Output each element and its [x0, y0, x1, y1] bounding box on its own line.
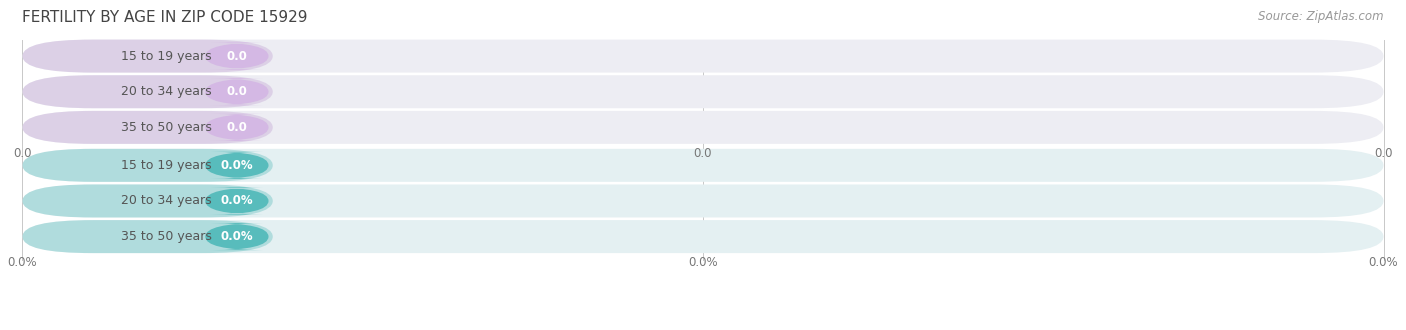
FancyBboxPatch shape: [22, 75, 1384, 108]
Text: 0.0: 0.0: [226, 50, 247, 63]
Text: 35 to 50 years: 35 to 50 years: [121, 121, 212, 134]
Text: 0.0%: 0.0%: [7, 256, 38, 269]
FancyBboxPatch shape: [22, 40, 1384, 73]
Text: 0.0%: 0.0%: [1368, 256, 1399, 269]
FancyBboxPatch shape: [22, 149, 1384, 182]
Text: 0.0: 0.0: [693, 147, 713, 160]
Text: 15 to 19 years: 15 to 19 years: [121, 50, 211, 63]
FancyBboxPatch shape: [22, 220, 273, 253]
FancyBboxPatch shape: [205, 152, 269, 179]
Text: 0.0%: 0.0%: [221, 159, 253, 172]
Text: Source: ZipAtlas.com: Source: ZipAtlas.com: [1258, 10, 1384, 23]
FancyBboxPatch shape: [22, 111, 273, 144]
Text: 0.0: 0.0: [13, 147, 32, 160]
Text: 20 to 34 years: 20 to 34 years: [121, 85, 211, 98]
FancyBboxPatch shape: [205, 43, 269, 70]
FancyBboxPatch shape: [205, 78, 269, 105]
Text: 0.0: 0.0: [226, 85, 247, 98]
Text: 0.0%: 0.0%: [688, 256, 718, 269]
Text: FERTILITY BY AGE IN ZIP CODE 15929: FERTILITY BY AGE IN ZIP CODE 15929: [22, 10, 308, 25]
Text: 0.0: 0.0: [1374, 147, 1393, 160]
FancyBboxPatch shape: [205, 223, 269, 250]
FancyBboxPatch shape: [22, 220, 1384, 253]
FancyBboxPatch shape: [22, 184, 273, 217]
FancyBboxPatch shape: [22, 40, 273, 73]
FancyBboxPatch shape: [22, 149, 273, 182]
Text: 0.0%: 0.0%: [221, 230, 253, 243]
Text: 35 to 50 years: 35 to 50 years: [121, 230, 212, 243]
FancyBboxPatch shape: [205, 114, 269, 141]
Text: 20 to 34 years: 20 to 34 years: [121, 194, 211, 208]
FancyBboxPatch shape: [22, 75, 273, 108]
FancyBboxPatch shape: [205, 187, 269, 214]
FancyBboxPatch shape: [22, 111, 1384, 144]
Text: 0.0%: 0.0%: [221, 194, 253, 208]
Text: 15 to 19 years: 15 to 19 years: [121, 159, 211, 172]
FancyBboxPatch shape: [22, 184, 1384, 217]
Text: 0.0: 0.0: [226, 121, 247, 134]
